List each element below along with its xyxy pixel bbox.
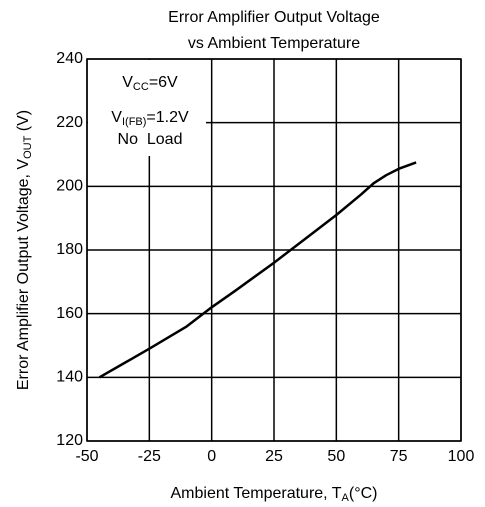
data-line: [98, 161, 417, 379]
y-tick-label: 120: [56, 432, 83, 449]
y-axis-label: Error Amplifier Output Voltage, VOUT (V): [15, 110, 34, 390]
y-tick-label: 240: [56, 50, 83, 67]
y-tick-label: 140: [56, 369, 83, 386]
chart-title: vs Ambient Temperature: [188, 35, 360, 52]
plot-frame: [86, 58, 462, 442]
x-axis-label: Ambient Temperature, TA(°C): [171, 485, 378, 504]
annotation: No Load: [118, 131, 183, 148]
x-tick-label: -50: [75, 448, 98, 465]
chart-title: Error Amplifier Output Voltage: [168, 9, 380, 26]
annotation-box: [88, 60, 206, 156]
x-tick-label: 50: [327, 448, 345, 465]
annotation: VCC=6V: [122, 74, 178, 93]
x-tick-label: 0: [207, 448, 216, 465]
marks: [98, 161, 417, 379]
annotation: VI(FB)=1.2V: [111, 109, 189, 128]
y-tick-label: 160: [56, 305, 83, 322]
y-tick-label: 180: [56, 241, 83, 258]
y-tick-label: 200: [56, 178, 83, 195]
x-tick-label: 25: [265, 448, 283, 465]
x-tick-label: 100: [448, 448, 475, 465]
y-tick-label: 220: [56, 114, 83, 131]
x-tick-label: -25: [138, 448, 161, 465]
x-tick-label: 75: [390, 448, 408, 465]
